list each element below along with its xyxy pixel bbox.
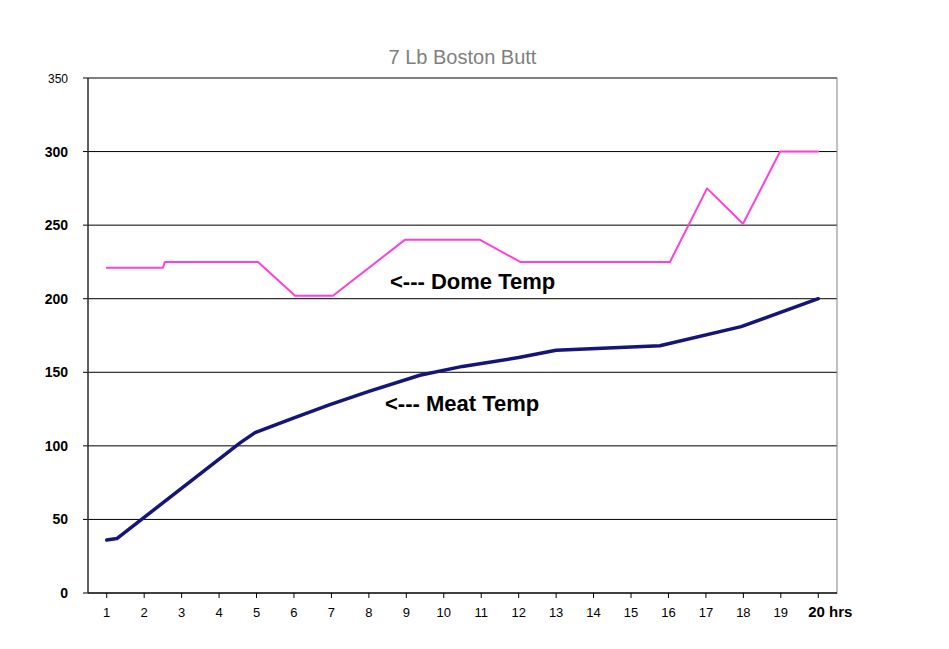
x-axis-line <box>88 593 837 594</box>
y-axis-line <box>88 78 89 593</box>
chart: 7 Lb Boston Butt050100150200250300350123… <box>0 0 949 649</box>
y-tick-label: 150 <box>45 364 69 380</box>
x-tick-label: 2 <box>141 605 148 620</box>
x-tick <box>144 593 145 598</box>
series-line <box>107 152 819 296</box>
x-tick <box>631 593 632 598</box>
x-tick <box>106 593 107 598</box>
x-tick-label: 10 <box>437 605 451 620</box>
plot-frame <box>88 78 837 593</box>
x-tick-label: 1 <box>103 605 110 620</box>
y-tick-label: 200 <box>45 291 69 307</box>
x-tick <box>293 593 294 598</box>
x-tick <box>556 593 557 598</box>
y-tick <box>83 593 88 594</box>
x-tick <box>705 593 706 598</box>
x-tick-label: 11 <box>474 605 488 620</box>
grid-line <box>88 445 837 446</box>
x-tick-label: 4 <box>215 605 222 620</box>
x-tick-label: 3 <box>178 605 185 620</box>
x-tick-label: 13 <box>549 605 563 620</box>
y-tick <box>83 151 88 152</box>
x-tick <box>668 593 669 598</box>
x-tick <box>743 593 744 598</box>
y-tick-label: 350 <box>48 72 68 86</box>
series-line <box>107 299 819 540</box>
grid-line <box>88 519 837 520</box>
x-tick-label: 5 <box>253 605 260 620</box>
background <box>0 0 949 649</box>
y-tick <box>83 445 88 446</box>
grid-line <box>88 151 837 152</box>
x-tick <box>481 593 482 598</box>
x-tick-label: 18 <box>736 605 750 620</box>
x-tick <box>331 593 332 598</box>
grid-line <box>88 593 837 594</box>
x-tick <box>443 593 444 598</box>
x-tick-label: 19 <box>774 605 788 620</box>
x-tick <box>593 593 594 598</box>
x-tick <box>256 593 257 598</box>
x-tick <box>181 593 182 598</box>
y-tick <box>83 78 88 79</box>
x-tick-label: 8 <box>365 605 372 620</box>
x-tick-label: 15 <box>624 605 638 620</box>
x-tick-label: 6 <box>290 605 297 620</box>
y-tick-label: 50 <box>52 511 68 527</box>
x-tick-label: 20 hrs <box>808 603 852 620</box>
x-tick-label: 17 <box>699 605 713 620</box>
y-tick <box>83 225 88 226</box>
x-tick-label: 9 <box>403 605 410 620</box>
grid-line <box>88 225 837 226</box>
grid-line <box>88 298 837 299</box>
y-tick <box>83 298 88 299</box>
annotation: <--- Meat Temp <box>385 391 539 416</box>
x-tick <box>368 593 369 598</box>
series-group <box>107 152 819 540</box>
x-tick <box>219 593 220 598</box>
x-tick-label: 7 <box>328 605 335 620</box>
grid-line <box>88 372 837 373</box>
y-tick <box>83 372 88 373</box>
y-tick <box>83 519 88 520</box>
title: 7 Lb Boston Butt <box>389 46 537 68</box>
x-tick <box>518 593 519 598</box>
x-tick-label: 16 <box>661 605 675 620</box>
x-tick <box>406 593 407 598</box>
x-tick-label: 14 <box>586 605 600 620</box>
y-tick-label: 0 <box>60 585 68 601</box>
y-tick-label: 300 <box>45 144 69 160</box>
y-tick-label: 250 <box>45 217 69 233</box>
x-tick <box>780 593 781 598</box>
annotation: <--- Dome Temp <box>390 269 555 294</box>
x-tick <box>818 593 819 598</box>
y-tick-label: 100 <box>45 438 69 454</box>
x-tick-label: 12 <box>511 605 525 620</box>
